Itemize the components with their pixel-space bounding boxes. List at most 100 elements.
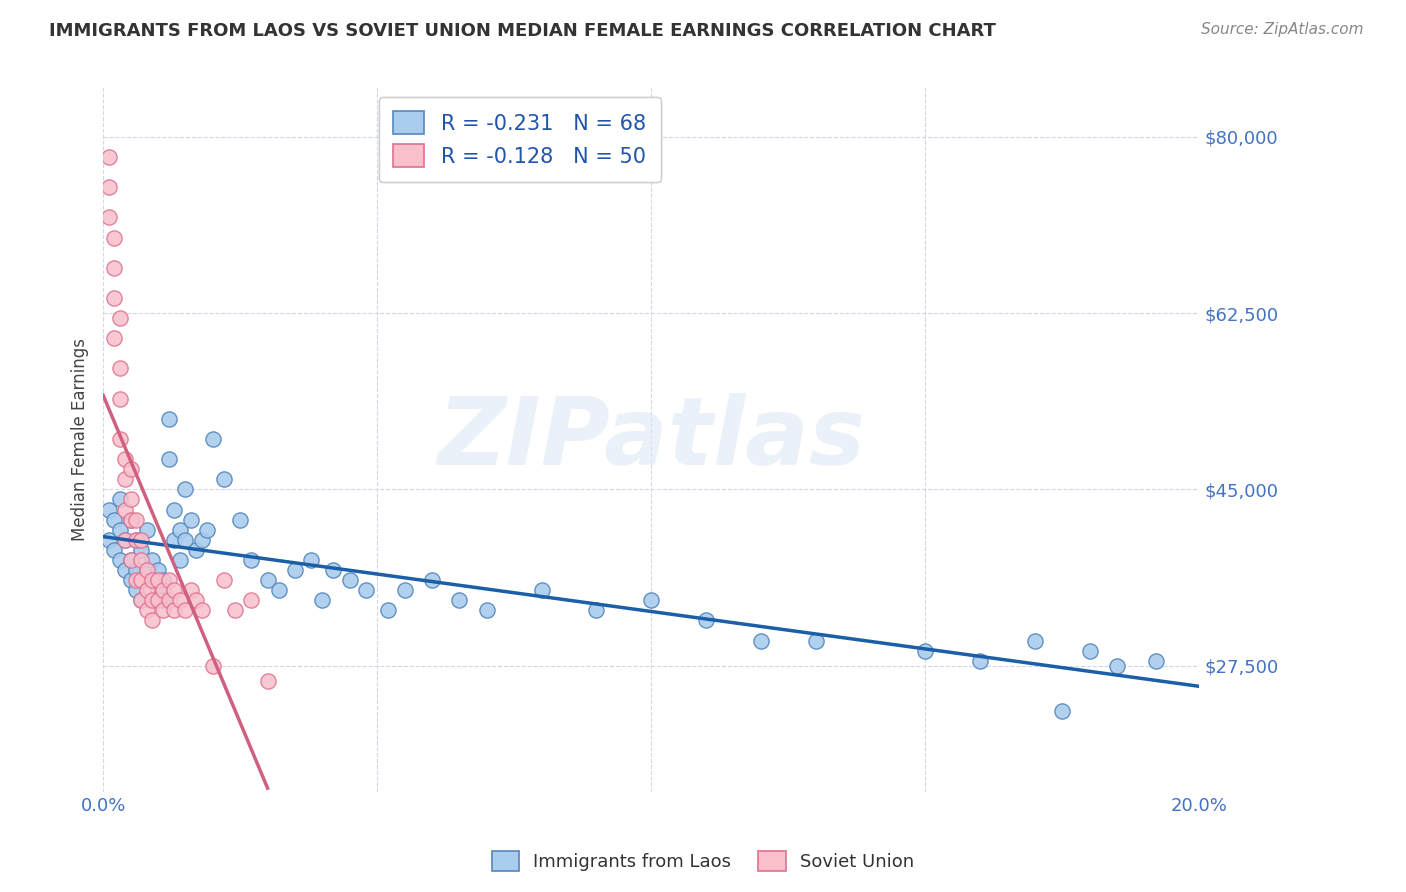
- Text: Source: ZipAtlas.com: Source: ZipAtlas.com: [1201, 22, 1364, 37]
- Point: [284, 563, 307, 577]
- Point: [141, 573, 163, 587]
- Point: [103, 230, 125, 244]
- Point: [201, 432, 224, 446]
- Point: [299, 553, 322, 567]
- Point: [157, 573, 180, 587]
- Point: [141, 593, 163, 607]
- Point: [804, 633, 827, 648]
- Point: [131, 573, 153, 587]
- Point: [103, 260, 125, 275]
- Point: [191, 603, 214, 617]
- Point: [157, 412, 180, 426]
- Point: [420, 573, 443, 587]
- Point: [114, 533, 136, 547]
- Point: [152, 593, 174, 607]
- Point: [152, 603, 174, 617]
- Point: [449, 593, 471, 607]
- Point: [108, 553, 131, 567]
- Point: [97, 180, 120, 194]
- Point: [120, 573, 142, 587]
- Point: [339, 573, 361, 587]
- Point: [103, 291, 125, 305]
- Point: [914, 643, 936, 657]
- Point: [201, 658, 224, 673]
- Legend: Immigrants from Laos, Soviet Union: Immigrants from Laos, Soviet Union: [485, 844, 921, 879]
- Point: [152, 583, 174, 598]
- Point: [530, 583, 553, 598]
- Point: [163, 502, 186, 516]
- Point: [120, 462, 142, 476]
- Point: [311, 593, 333, 607]
- Point: [146, 583, 169, 598]
- Point: [174, 533, 197, 547]
- Point: [120, 553, 142, 567]
- Point: [108, 361, 131, 376]
- Point: [186, 542, 208, 557]
- Point: [585, 603, 607, 617]
- Point: [146, 563, 169, 577]
- Point: [394, 583, 416, 598]
- Point: [256, 673, 278, 688]
- Point: [114, 452, 136, 467]
- Point: [180, 513, 202, 527]
- Point: [256, 573, 278, 587]
- Point: [136, 583, 159, 598]
- Point: [163, 583, 186, 598]
- Point: [240, 593, 263, 607]
- Point: [125, 513, 148, 527]
- Point: [163, 533, 186, 547]
- Point: [191, 533, 214, 547]
- Point: [108, 311, 131, 326]
- Point: [322, 563, 344, 577]
- Point: [114, 502, 136, 516]
- Point: [136, 603, 159, 617]
- Point: [120, 513, 142, 527]
- Point: [141, 553, 163, 567]
- Point: [125, 573, 148, 587]
- Point: [136, 563, 159, 577]
- Point: [1107, 658, 1129, 673]
- Point: [146, 573, 169, 587]
- Point: [103, 331, 125, 345]
- Point: [174, 483, 197, 497]
- Point: [1052, 704, 1074, 718]
- Point: [131, 533, 153, 547]
- Point: [174, 603, 197, 617]
- Point: [120, 553, 142, 567]
- Point: [131, 542, 153, 557]
- Point: [141, 573, 163, 587]
- Point: [1144, 654, 1167, 668]
- Point: [141, 614, 163, 628]
- Point: [108, 523, 131, 537]
- Point: [163, 603, 186, 617]
- Point: [186, 593, 208, 607]
- Text: ZIPatlas: ZIPatlas: [437, 393, 865, 485]
- Point: [169, 523, 191, 537]
- Point: [97, 150, 120, 164]
- Point: [103, 542, 125, 557]
- Point: [125, 533, 148, 547]
- Point: [195, 523, 218, 537]
- Point: [749, 633, 772, 648]
- Point: [1024, 633, 1046, 648]
- Point: [1078, 643, 1101, 657]
- Point: [969, 654, 991, 668]
- Point: [240, 553, 263, 567]
- Point: [152, 573, 174, 587]
- Point: [125, 563, 148, 577]
- Point: [97, 502, 120, 516]
- Point: [169, 553, 191, 567]
- Point: [125, 583, 148, 598]
- Point: [640, 593, 662, 607]
- Point: [125, 533, 148, 547]
- Point: [97, 533, 120, 547]
- Point: [229, 513, 252, 527]
- Point: [131, 553, 153, 567]
- Point: [136, 523, 159, 537]
- Point: [157, 452, 180, 467]
- Point: [97, 211, 120, 225]
- Legend: R = -0.231   N = 68, R = -0.128   N = 50: R = -0.231 N = 68, R = -0.128 N = 50: [378, 96, 661, 182]
- Point: [695, 614, 717, 628]
- Point: [103, 513, 125, 527]
- Point: [131, 593, 153, 607]
